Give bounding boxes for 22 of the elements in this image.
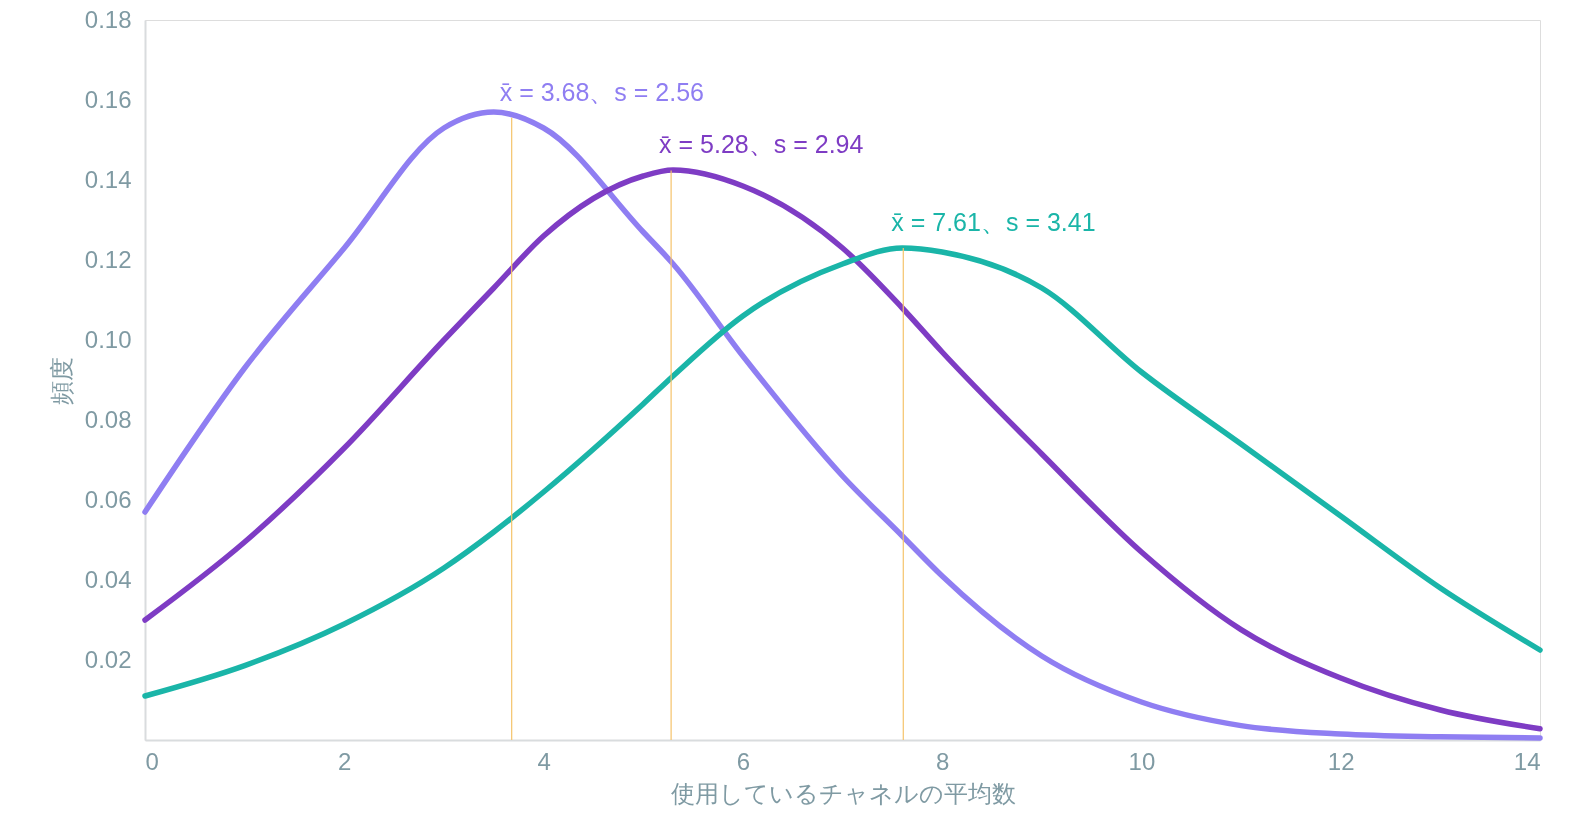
y-tick-label: 0.18: [84, 5, 132, 33]
ref-line-label: x̄ = 7.61、s = 3.41: [891, 208, 1096, 237]
x-tick-label: 12: [1327, 747, 1355, 775]
x-axis-title: 使用しているチャネルの平均数: [670, 779, 1016, 807]
y-tick-label: 0.12: [84, 245, 132, 273]
y-axis-title: 頻度: [47, 356, 75, 405]
ref-line-label: x̄ = 5.28、s = 2.94: [659, 130, 864, 159]
x-tick-label: 2: [338, 747, 352, 775]
x-tick-label: 6: [736, 747, 751, 775]
y-tick-label: 0.04: [84, 565, 132, 593]
y-tick-label: 0.14: [84, 165, 132, 193]
ref-line-label: x̄ = 3.68、s = 2.56: [499, 77, 704, 106]
y-tick-label: 0.08: [84, 405, 132, 433]
y-tick-label: 0.10: [84, 325, 132, 353]
x-tick-label: 10: [1128, 747, 1156, 775]
x-tick-label: 4: [537, 747, 551, 775]
x-tick-label: 14: [1513, 747, 1541, 775]
y-tick-label: 0.16: [84, 85, 132, 113]
x-tick-label: 0: [145, 747, 159, 775]
y-tick-label: 0.02: [84, 645, 132, 673]
y-tick-label: 0.06: [84, 485, 132, 513]
x-tick-label: 8: [935, 747, 950, 775]
